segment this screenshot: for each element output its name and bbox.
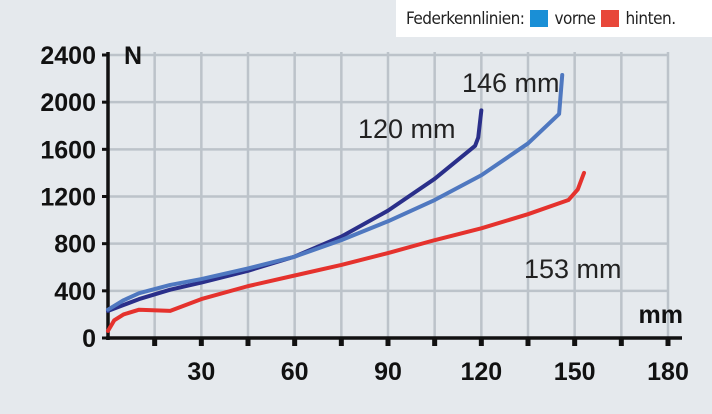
legend-swatch-vorne: [530, 10, 549, 27]
y-tick-label: 2400: [40, 42, 96, 70]
axes: 0 400 800 1200 1600 2000 2400 30 60 90 120 150 180: [40, 42, 688, 386]
x-tick-label: 60: [281, 358, 309, 386]
legend-swatch-hinten: [601, 10, 620, 27]
y-tick-label: 1200: [40, 184, 96, 212]
series-lines: [106, 73, 586, 333]
y-axis-label: N: [124, 42, 142, 70]
legend-label-vorne: vorne: [554, 8, 596, 29]
series-label-153: 153 mm: [524, 254, 622, 284]
x-axis-label: mm: [639, 301, 683, 329]
legend-title: Federkennlinien:: [406, 8, 525, 29]
series-label-146: 146 mm: [462, 68, 560, 98]
legend: Federkennlinien: vorne hinten.: [396, 0, 712, 37]
x-tick-label: 150: [554, 358, 596, 386]
x-tick-label: 30: [187, 358, 215, 386]
series-line-153mm: [106, 170, 586, 333]
x-tick-label: 90: [374, 358, 402, 386]
grid: [108, 52, 670, 338]
series-line-146mm: [106, 73, 565, 312]
y-tick-label: 800: [54, 231, 96, 259]
y-tick-label: 2000: [40, 89, 96, 117]
series-label-120: 120 mm: [358, 114, 456, 144]
y-tick-label: 1600: [40, 136, 96, 164]
x-tick-label: 120: [460, 358, 502, 386]
x-tick-label: 180: [647, 358, 689, 386]
legend-label-hinten: hinten.: [625, 8, 676, 29]
y-tick-label: 0: [82, 325, 96, 353]
y-tick-label: 400: [54, 278, 96, 306]
